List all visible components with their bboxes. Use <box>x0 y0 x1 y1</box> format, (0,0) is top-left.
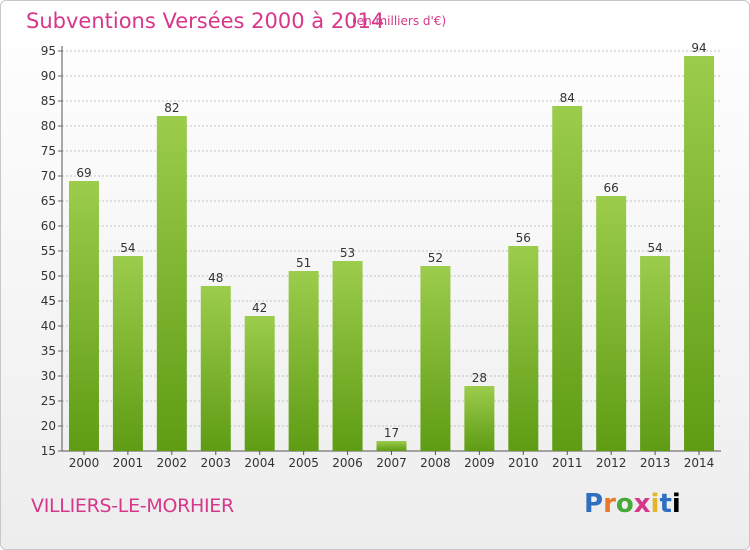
bar-value-label: 17 <box>384 426 399 440</box>
y-tick-label: 15 <box>41 444 56 458</box>
y-tick-label: 90 <box>41 69 56 83</box>
y-tick-label: 55 <box>41 244 56 258</box>
bar-value-label: 42 <box>252 301 267 315</box>
bar <box>596 196 627 451</box>
y-tick-label: 40 <box>41 319 56 333</box>
commune-name: VILLIERS-LE-MORHIER <box>31 495 234 517</box>
y-tick-label: 65 <box>41 194 56 208</box>
bar-value-label: 66 <box>604 181 619 195</box>
bar <box>68 181 99 451</box>
bar <box>332 261 363 451</box>
bar <box>684 56 715 451</box>
x-tick-label: 2006 <box>332 456 363 470</box>
bar-value-label: 94 <box>691 41 706 55</box>
bar-value-label: 28 <box>472 371 487 385</box>
proxiti-logo: Proxiti <box>584 489 681 519</box>
bar <box>464 386 495 451</box>
logo-letter: r <box>603 489 616 519</box>
x-tick-label: 2000 <box>69 456 100 470</box>
x-tick-label: 2013 <box>640 456 671 470</box>
bar <box>420 266 451 451</box>
y-tick-label: 50 <box>41 269 56 283</box>
y-tick-label: 80 <box>41 119 56 133</box>
logo-letter: P <box>584 489 604 519</box>
x-tick-label: 2001 <box>113 456 144 470</box>
x-tick-label: 2012 <box>596 456 627 470</box>
bar <box>200 286 231 451</box>
logo-letter: t <box>659 489 672 519</box>
y-tick-label: 75 <box>41 144 56 158</box>
bar <box>112 256 143 451</box>
y-tick-label: 60 <box>41 219 56 233</box>
bar <box>288 271 319 451</box>
x-tick-label: 2014 <box>684 456 715 470</box>
x-tick-label: 2004 <box>244 456 275 470</box>
x-tick-label: 2008 <box>420 456 451 470</box>
bar <box>640 256 671 451</box>
bar-value-label: 51 <box>296 256 311 270</box>
y-tick-label: 45 <box>41 294 56 308</box>
bar-value-label: 48 <box>208 271 223 285</box>
bar <box>508 246 539 451</box>
bar-value-label: 54 <box>120 241 135 255</box>
logo-letter: o <box>615 489 634 519</box>
x-tick-label: 2007 <box>376 456 407 470</box>
chart-subtitle: (en milliers d'€) <box>352 14 447 28</box>
chart-title: Subventions Versées 2000 à 2014 <box>26 9 385 33</box>
y-tick-label: 30 <box>41 369 56 383</box>
bar <box>156 116 187 451</box>
bar-value-label: 84 <box>560 91 575 105</box>
logo-letter: x <box>633 489 651 519</box>
y-tick-label: 25 <box>41 394 56 408</box>
x-tick-label: 2005 <box>288 456 319 470</box>
x-tick-label: 2002 <box>157 456 188 470</box>
x-tick-label: 2010 <box>508 456 539 470</box>
logo-letter: i <box>671 489 681 519</box>
bar-value-label: 54 <box>647 241 662 255</box>
y-tick-label: 95 <box>41 44 56 58</box>
x-tick-label: 2003 <box>200 456 231 470</box>
bar <box>376 441 407 451</box>
logo-letter: i <box>650 489 660 519</box>
bar-value-label: 69 <box>76 166 91 180</box>
bar <box>552 106 583 451</box>
bar <box>244 316 275 451</box>
bar-value-label: 82 <box>164 101 179 115</box>
bar-value-label: 56 <box>516 231 531 245</box>
y-tick-label: 35 <box>41 344 56 358</box>
bar-value-label: 53 <box>340 246 355 260</box>
x-tick-label: 2011 <box>552 456 583 470</box>
x-tick-label: 2009 <box>464 456 495 470</box>
y-tick-label: 20 <box>41 419 56 433</box>
y-tick-label: 85 <box>41 94 56 108</box>
y-tick-label: 70 <box>41 169 56 183</box>
bar-value-label: 52 <box>428 251 443 265</box>
